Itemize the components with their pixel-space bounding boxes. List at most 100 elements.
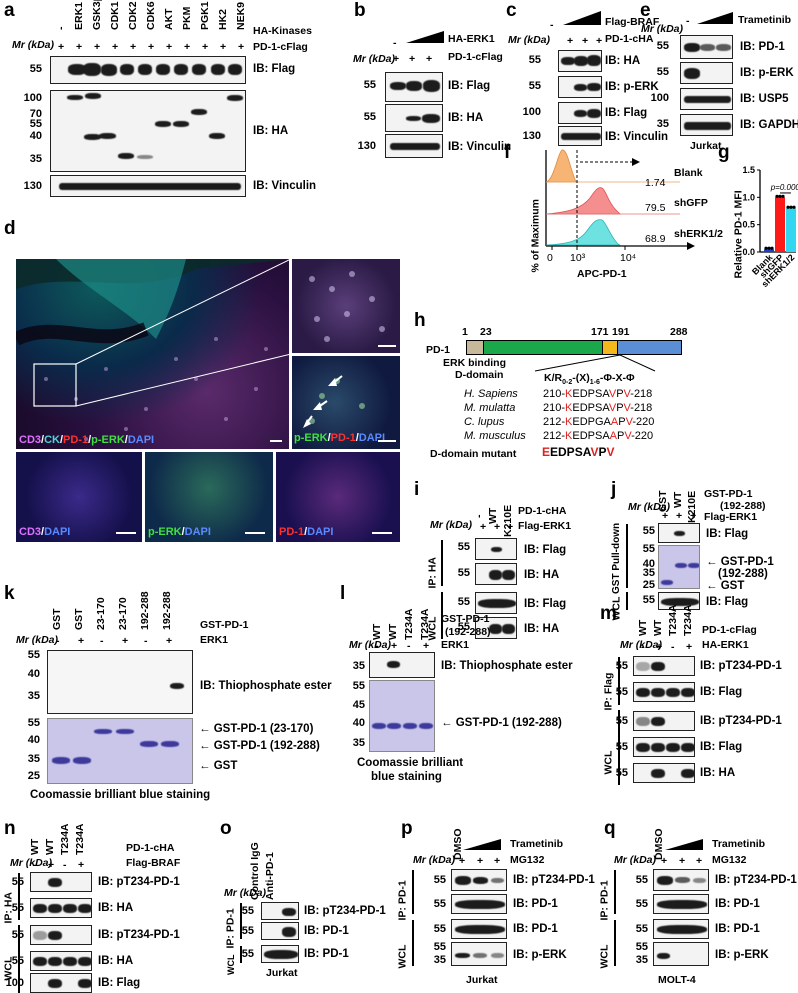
mw-title: Mr (kDa) bbox=[641, 23, 684, 35]
image-caption: p-ERK/DAPI bbox=[148, 526, 211, 538]
row-label: (192-288) bbox=[445, 626, 491, 638]
bracket bbox=[626, 592, 628, 610]
y-tick-label: 0.5 bbox=[742, 220, 755, 230]
group-label: WCL bbox=[598, 944, 611, 969]
mw-label: 55 bbox=[2, 930, 24, 941]
sign: + bbox=[112, 41, 119, 53]
mw: 55 bbox=[27, 649, 40, 661]
bracket bbox=[240, 946, 242, 963]
data-point bbox=[786, 205, 790, 209]
mw: 55 bbox=[27, 717, 40, 729]
sign: + bbox=[494, 521, 501, 533]
panel-label: f bbox=[504, 142, 511, 163]
mw-title: Mr (kDa) bbox=[413, 854, 456, 866]
lane-label: CDK6 bbox=[145, 1, 157, 30]
species-name: C. lupus bbox=[464, 416, 505, 428]
mw: 55 bbox=[363, 79, 376, 91]
scale-bar bbox=[245, 532, 265, 534]
ib-label: IB: Flag bbox=[98, 977, 141, 989]
sign: + bbox=[78, 635, 85, 647]
row-label: Trametinib bbox=[712, 838, 766, 850]
row-label: Flag-BRAF bbox=[605, 16, 660, 28]
mw: 25 bbox=[27, 770, 40, 782]
image-caption: p-ERK/PD-1/DAPI bbox=[294, 432, 386, 444]
band bbox=[78, 957, 91, 966]
arrow-label: ← GST bbox=[706, 580, 745, 592]
ib: IB: pT234-PD-1 bbox=[715, 874, 797, 886]
mw: 55 bbox=[363, 111, 376, 123]
signal-peptide bbox=[467, 341, 484, 354]
ib-ha: IB: HA bbox=[253, 125, 289, 137]
blot bbox=[633, 656, 695, 676]
lane-label: - bbox=[55, 26, 67, 31]
row-label: HA-ERK1 bbox=[702, 639, 749, 651]
blot bbox=[451, 942, 507, 966]
band bbox=[666, 743, 680, 752]
mw-label: 35 bbox=[642, 567, 655, 579]
blot-p-erk bbox=[680, 62, 733, 84]
band bbox=[681, 769, 694, 778]
mw: 55 bbox=[457, 596, 470, 608]
sign: + bbox=[58, 41, 65, 53]
lane: Anti-PD-1 bbox=[264, 852, 276, 900]
ib: IB: PD-1 bbox=[513, 923, 558, 935]
ib-pd1: IB: PD-1 bbox=[740, 41, 785, 53]
band bbox=[651, 769, 665, 778]
panel-label: g bbox=[718, 142, 730, 163]
sign: + bbox=[494, 855, 501, 867]
mw: 55 bbox=[457, 567, 470, 579]
row-label: HA-ERK1 bbox=[448, 33, 495, 45]
mw-label: 55 bbox=[615, 767, 628, 779]
panel-label: h bbox=[414, 310, 426, 331]
lane-label: AKT bbox=[163, 8, 175, 30]
main-image: CD3/CK/PD-1/p-ERK/DAPI bbox=[15, 258, 290, 450]
row-label: PD-1-cFlag bbox=[448, 51, 503, 63]
mw: 35 bbox=[352, 660, 365, 672]
ib: IB: p-ERK bbox=[513, 949, 567, 961]
lane-label: WT bbox=[637, 619, 649, 636]
mw: 130 bbox=[522, 130, 541, 142]
x-tick-10000: 10⁴ bbox=[620, 252, 637, 264]
mw: 55 bbox=[433, 941, 446, 953]
panel-label: q bbox=[604, 818, 616, 839]
blot bbox=[30, 925, 92, 945]
sign: + bbox=[690, 510, 697, 522]
position: 171 bbox=[591, 326, 609, 338]
sign: + bbox=[480, 521, 487, 533]
band bbox=[651, 662, 665, 671]
scale-bar bbox=[378, 440, 396, 442]
blot bbox=[30, 951, 92, 971]
sign: + bbox=[122, 635, 129, 647]
mw: 40 bbox=[27, 734, 40, 746]
group-label: GST Pull-down bbox=[611, 522, 622, 594]
arrow-label: ← GST-PD-1 (192-288) bbox=[199, 740, 320, 752]
ib: IB: HA bbox=[524, 623, 560, 635]
motif-consensus: K/R0-2-(X)1-6-Φ-X-Φ bbox=[544, 372, 635, 387]
track-value: 1.74 bbox=[645, 177, 666, 189]
position: 23 bbox=[480, 326, 492, 338]
blot-wcl-ha bbox=[475, 617, 517, 639]
caption: blue staining bbox=[371, 771, 442, 783]
lane-label: WT bbox=[44, 838, 56, 855]
sign: + bbox=[238, 41, 245, 53]
blot bbox=[633, 711, 695, 731]
group-label: IP: PD-1 bbox=[598, 880, 611, 921]
sign: + bbox=[423, 640, 430, 652]
mw-55: 55 bbox=[29, 63, 42, 75]
blot-vinculin bbox=[50, 175, 246, 197]
panel-label: o bbox=[220, 818, 232, 839]
ib-label: IB: pT234-PD-1 bbox=[98, 929, 180, 941]
data-point bbox=[789, 205, 793, 209]
sign: + bbox=[459, 855, 466, 867]
blot-ha bbox=[50, 90, 246, 172]
mw: 40 bbox=[27, 668, 40, 680]
bar-shGFP bbox=[775, 197, 785, 252]
ib: IB: Flag bbox=[706, 528, 749, 540]
gradient-wedge bbox=[406, 31, 444, 43]
mw-title: Mr (kDa) bbox=[614, 854, 657, 866]
data-point bbox=[781, 194, 785, 198]
sign: + bbox=[48, 859, 55, 871]
lane-label: T234A bbox=[682, 604, 694, 636]
band bbox=[666, 688, 680, 697]
sign: + bbox=[676, 510, 683, 522]
